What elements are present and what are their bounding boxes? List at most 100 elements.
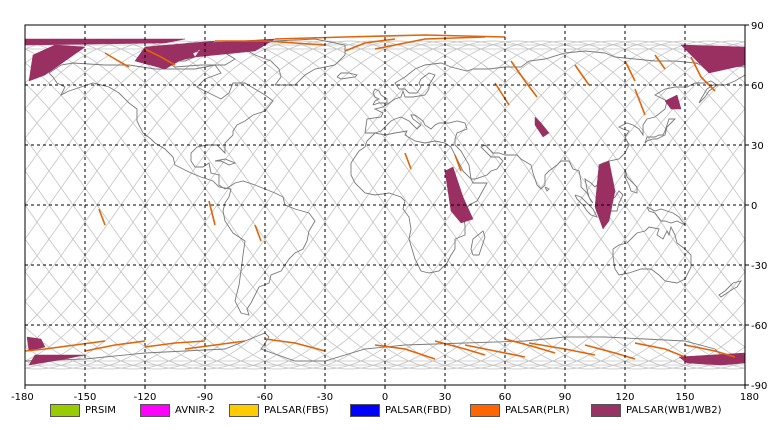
legend-item: PALSAR(FBS) (229, 402, 329, 418)
y-tick-label: -60 (751, 321, 767, 332)
palsar-wb-swath (664, 94, 682, 110)
legend-label: PALSAR(FBS) (264, 404, 329, 416)
palsar-wb-swath (28, 44, 86, 82)
palsar-plr-track (404, 152, 412, 170)
palsar-plr-track (634, 342, 686, 358)
x-tick-label: 60 (499, 392, 512, 403)
palsar-wb-swath (680, 44, 745, 74)
x-tick-label: -60 (257, 392, 273, 403)
observation-swaths (25, 34, 745, 366)
palsar-wb-swath (594, 160, 616, 230)
palsar-plr-track (464, 344, 526, 358)
legend-item: PRSIM (50, 402, 116, 418)
legend-label: AVNIR-2 (175, 404, 215, 416)
palsar-plr-track (684, 344, 736, 358)
longitude-tick-labels: -180 -150 -120 -90 -60 -30 0 30 60 90 120 150 180 (11, 385, 759, 403)
y-tick-label: -30 (751, 261, 767, 272)
x-tick-label: 30 (439, 392, 452, 403)
coastlines (25, 38, 745, 362)
x-tick-label: -30 (317, 392, 333, 403)
palsar-plr-track (208, 200, 216, 226)
palsar-plr-track (454, 154, 462, 172)
x-tick-label: -150 (74, 392, 97, 403)
palsar-plr-track (374, 36, 486, 50)
y-tick-label: 0 (751, 201, 757, 212)
coastline (364, 50, 745, 134)
x-tick-label: 180 (740, 392, 759, 403)
legend-swatch (591, 403, 621, 417)
palsar-plr-track (510, 60, 538, 98)
x-tick-label: 120 (615, 392, 634, 403)
palsar-plr-track (690, 56, 716, 92)
coastline (624, 168, 638, 194)
coastline (365, 74, 745, 204)
palsar-plr-track (504, 338, 556, 354)
lat-lon-grid (25, 25, 745, 385)
coastline (574, 194, 598, 218)
legend-label: PALSAR(PLR) (505, 404, 570, 416)
legend-swatch (50, 403, 80, 417)
coastline (646, 206, 686, 226)
palsar-plr-track (574, 64, 590, 86)
coastline (243, 38, 346, 86)
y-tick-label: 60 (751, 81, 764, 92)
legend-item: PALSAR(PLR) (470, 402, 569, 418)
palsar-wb-swath (26, 336, 46, 352)
coastline (336, 72, 358, 80)
legend-label: PALSAR(WB1/WB2) (626, 404, 722, 416)
coastline (718, 280, 743, 298)
palsar-wb-swath (25, 38, 186, 46)
legend: PRSIM AVNIR-2 PALSAR(FBS) PALSAR(FBD) PALSAR… (0, 402, 770, 422)
x-tick-label: 90 (559, 392, 572, 403)
palsar-plr-track (264, 338, 326, 352)
latitude-tick-labels: 90 60 30 0 -30 -60 -90 (745, 21, 767, 392)
palsar-plr-track (624, 60, 636, 82)
y-tick-label: -90 (751, 381, 767, 392)
coastline (612, 225, 692, 284)
palsar-plr-track (98, 208, 106, 226)
palsar-wb-swath (28, 354, 86, 366)
x-tick-label: -180 (11, 392, 34, 403)
legend-label: PRSIM (85, 404, 116, 416)
legend-swatch (140, 403, 170, 417)
palsar-wb-swath (678, 352, 745, 366)
coastline (544, 186, 550, 192)
coastline (372, 88, 388, 106)
palsar-plr-track (25, 340, 106, 352)
x-tick-label: 0 (382, 392, 388, 403)
coastline (644, 118, 677, 144)
coastline (48, 62, 316, 316)
x-tick-label: -90 (197, 392, 213, 403)
palsar-plr-track (144, 48, 176, 66)
palsar-wb-swath (164, 46, 196, 64)
palsar-plr-track (654, 54, 666, 70)
coastline (470, 230, 486, 256)
coastline (164, 52, 236, 68)
palsar-wb-swath (534, 116, 550, 138)
palsar-plr-track (184, 340, 246, 350)
palsar-plr-track (104, 52, 130, 68)
legend-label: PALSAR(FBD) (385, 404, 452, 416)
legend-item: PALSAR(WB1/WB2) (591, 402, 722, 418)
palsar-plr-track (254, 224, 262, 242)
legend-swatch (350, 403, 380, 417)
legend-swatch (470, 403, 500, 417)
palsar-plr-track (374, 344, 436, 360)
x-tick-label: 150 (675, 392, 694, 403)
palsar-plr-track (215, 40, 326, 46)
legend-item: AVNIR-2 (140, 402, 215, 418)
coastline (214, 158, 237, 166)
palsar-plr-track (274, 34, 506, 40)
legend-swatch (229, 403, 259, 417)
palsar-plr-track (634, 88, 646, 116)
palsar-plr-track (344, 38, 396, 52)
legend-item: PALSAR(FBD) (350, 402, 451, 418)
x-tick-label: -120 (134, 392, 157, 403)
palsar-plr-track (84, 340, 146, 352)
y-tick-label: 90 (751, 21, 764, 32)
y-tick-label: 30 (751, 141, 764, 152)
palsar-plr-track (584, 344, 636, 360)
palsar-plr-track (144, 340, 206, 348)
palsar-plr-track (494, 82, 510, 106)
